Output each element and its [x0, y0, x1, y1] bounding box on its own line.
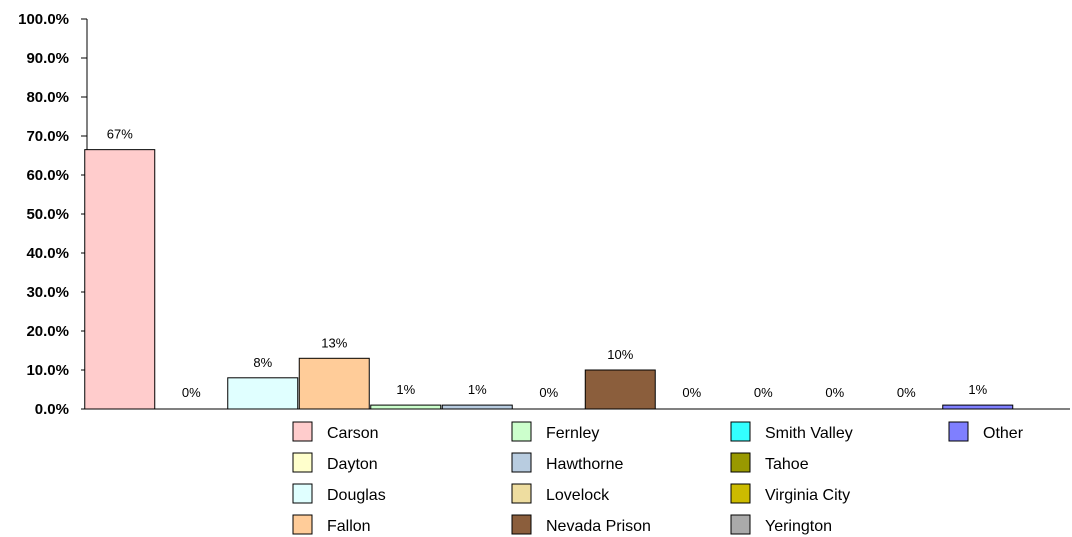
bar: [84, 149, 156, 410]
legend-swatch: [730, 514, 751, 535]
y-tick-label: 20.0%: [26, 323, 69, 340]
legend-swatch: [948, 421, 969, 442]
legend-label: Nevada Prison: [546, 518, 651, 535]
data-label: 1%: [396, 382, 415, 397]
legend-swatch: [730, 452, 751, 473]
data-label: 0%: [682, 385, 701, 400]
y-tick-label: 0.0%: [35, 401, 69, 418]
legend-label: Carson: [327, 425, 379, 442]
y-tick-label: 100.0%: [18, 11, 69, 28]
y-tick-label: 90.0%: [26, 50, 69, 67]
bar: [942, 404, 1014, 410]
y-tick-label: 80.0%: [26, 89, 69, 106]
bar: [584, 369, 656, 410]
data-label: 1%: [968, 382, 987, 397]
data-label: 0%: [825, 385, 844, 400]
data-label: 10%: [607, 347, 633, 362]
legend-swatch: [730, 421, 751, 442]
legend-label: Tahoe: [765, 456, 809, 473]
legend-label: Smith Valley: [765, 425, 853, 442]
legend-label: Douglas: [327, 487, 386, 504]
legend-label: Other: [983, 425, 1024, 442]
y-tick-label: 10.0%: [26, 362, 69, 379]
legend-label: Hawthorne: [546, 456, 623, 473]
data-labels: 67% 0% 8% 13% 1% 1% 0% 10% 0% 0% 0% 0% 1%: [107, 127, 988, 400]
axes: 0.0% 10.0% 20.0% 30.0% 40.0% 50.0% 60.0% 70.0% 8…: [18, 11, 1070, 418]
legend-swatch: [292, 421, 313, 442]
data-label: 0%: [182, 385, 201, 400]
legend-swatch: [511, 452, 532, 473]
bars: [84, 149, 1014, 410]
bar: [441, 404, 513, 410]
data-label: 0%: [897, 385, 916, 400]
legend-swatch: [292, 514, 313, 535]
legend-label: Fernley: [546, 425, 599, 442]
y-tick-label: 60.0%: [26, 167, 69, 184]
data-label: 0%: [754, 385, 773, 400]
bar: [298, 357, 370, 410]
data-label: 13%: [321, 335, 347, 350]
y-tick-label: 50.0%: [26, 206, 69, 223]
legend-swatch: [511, 514, 532, 535]
y-tick-label: 40.0%: [26, 245, 69, 262]
data-label: 1%: [468, 382, 487, 397]
data-label: 67%: [107, 127, 133, 142]
legend-swatch: [511, 421, 532, 442]
bar: [370, 404, 442, 410]
legend-swatch: [292, 452, 313, 473]
legend-swatch: [730, 483, 751, 504]
legend: Carson Dayton Douglas Fallon Fernley Hawthorn…: [292, 421, 1024, 535]
legend-label: Fallon: [327, 518, 371, 535]
legend-label: Yerington: [765, 518, 832, 535]
legend-label: Lovelock: [546, 487, 610, 504]
legend-swatch: [292, 483, 313, 504]
legend-label: Virginia City: [765, 487, 850, 504]
bar: [227, 377, 299, 410]
data-label: 8%: [253, 355, 272, 370]
y-tick-label: 70.0%: [26, 128, 69, 145]
data-label: 0%: [539, 385, 558, 400]
y-tick-label: 30.0%: [26, 284, 69, 301]
legend-swatch: [511, 483, 532, 504]
legend-label: Dayton: [327, 456, 378, 473]
